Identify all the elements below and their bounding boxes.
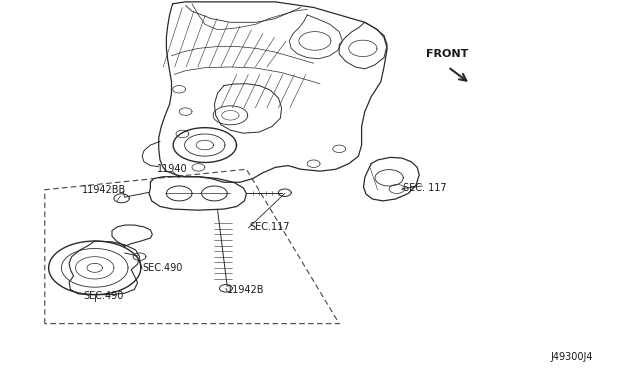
Text: SEC. 117: SEC. 117 [403,183,447,193]
Text: SEC.117: SEC.117 [250,222,290,232]
Text: SEC.490: SEC.490 [83,291,124,301]
Text: 11942BB: 11942BB [82,185,126,195]
Text: 11942B: 11942B [227,285,265,295]
Text: SEC.490: SEC.490 [142,263,182,273]
Text: 11940: 11940 [157,164,188,174]
Text: J49300J4: J49300J4 [550,352,593,362]
Text: FRONT: FRONT [426,49,468,59]
